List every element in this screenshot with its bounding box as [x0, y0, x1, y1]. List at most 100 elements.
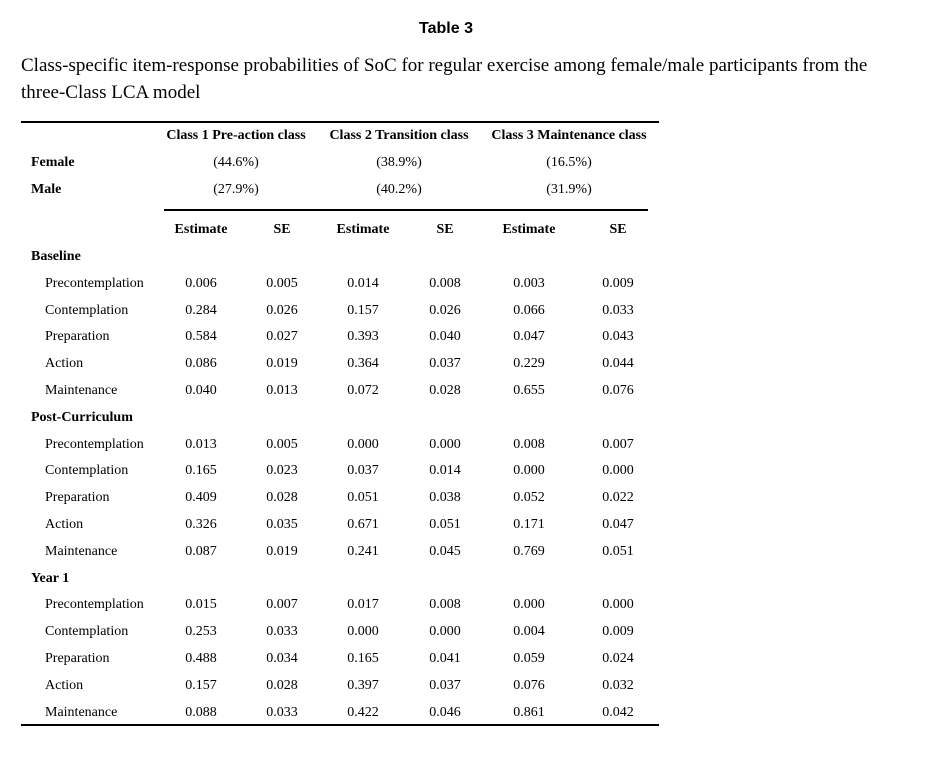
female-share-class-2: (38.9%)	[376, 155, 422, 170]
table-cell: 0.087	[185, 543, 217, 559]
table-cell: 0.364	[347, 356, 379, 372]
row-label: Maintenance	[45, 704, 118, 720]
section-heading: Year 1	[31, 570, 70, 586]
row-label: Action	[45, 517, 84, 532]
female-share-class-1: (44.6%)	[213, 155, 259, 170]
row-label: Preparation	[45, 329, 110, 345]
table-cell: 0.047	[602, 517, 634, 532]
table-cell: 0.019	[266, 543, 298, 559]
section-heading: Baseline	[31, 249, 81, 264]
table-cell: 0.037	[347, 463, 379, 479]
table-cell: 0.165	[185, 463, 217, 479]
table-cell: 0.028	[429, 383, 461, 398]
row-label: Preparation	[45, 651, 110, 666]
table-cell: 0.046	[429, 704, 461, 720]
table-cell: 0.023	[266, 463, 298, 479]
table-cell: 0.022	[602, 490, 634, 506]
estimate-header: Estimate	[336, 222, 390, 237]
table-cell: 0.000	[429, 624, 461, 640]
table-cell: 0.041	[429, 651, 461, 666]
table-cell: 0.008	[429, 597, 461, 613]
table-cell: 0.007	[266, 597, 298, 613]
se-header: SE	[273, 222, 291, 237]
table-cell: 0.013	[266, 383, 298, 398]
male-share-class-3: (31.9%)	[546, 182, 592, 197]
row-label: Maintenance	[45, 543, 118, 559]
table-cell: 0.326	[185, 517, 217, 532]
table-cell: 0.037	[429, 356, 461, 372]
row-label: Contemplation	[45, 302, 129, 318]
table-cell: 0.007	[602, 436, 634, 452]
table-cell: 0.037	[429, 677, 461, 693]
row-label: Precontemplation	[45, 597, 144, 613]
table-cell: 0.045	[429, 543, 461, 559]
table-cell: 0.157	[185, 677, 217, 693]
row-label: Precontemplation	[45, 436, 144, 452]
table-cell: 0.019	[266, 356, 298, 372]
class-header-2: Class 2 Transition class	[329, 128, 469, 143]
table-cell: 0.165	[347, 651, 379, 666]
table-cell: 0.086	[185, 356, 217, 372]
top-rule	[21, 121, 659, 123]
se-header: SE	[436, 222, 454, 237]
table-cell: 0.066	[513, 302, 545, 318]
table-cell: 0.655	[513, 383, 545, 398]
bottom-rule	[21, 724, 659, 726]
estimate-header: Estimate	[174, 222, 228, 237]
header-rule	[164, 209, 648, 211]
table-cell: 0.014	[347, 275, 379, 291]
table-cell: 0.004	[513, 624, 545, 640]
table-cell: 0.051	[347, 490, 379, 506]
table-cell: 0.015	[185, 597, 217, 613]
table-cell: 0.038	[429, 490, 461, 506]
table-cell: 0.013	[185, 436, 217, 452]
table-cell: 0.157	[347, 302, 379, 318]
table-cell: 0.027	[266, 329, 298, 345]
row-label: Action	[45, 356, 84, 372]
table-cell: 0.026	[429, 302, 461, 318]
row-label: Contemplation	[45, 463, 129, 479]
table-cell: 0.671	[347, 517, 379, 532]
table-title: Table 3	[419, 20, 473, 37]
table-cell: 0.284	[185, 302, 217, 318]
table-cell: 0.000	[347, 624, 379, 640]
table-cell: 0.000	[602, 463, 634, 479]
row-label: Precontemplation	[45, 275, 144, 291]
table-cell: 0.059	[513, 651, 545, 666]
table-cell: 0.393	[347, 329, 379, 345]
table-cell: 0.008	[429, 275, 461, 291]
table-cell: 0.422	[347, 704, 379, 720]
class-header-1: Class 1 Pre-action class	[166, 128, 306, 143]
table-cell: 0.033	[266, 624, 298, 640]
row-label: Preparation	[45, 490, 110, 506]
table-cell: 0.044	[602, 356, 634, 372]
male-label: Male	[31, 182, 62, 197]
table-cell: 0.397	[347, 677, 379, 693]
table-cell: 0.076	[602, 383, 634, 398]
se-header: SE	[609, 222, 627, 237]
table-cell: 0.040	[429, 329, 461, 345]
table-cell: 0.017	[347, 597, 379, 613]
male-share-class-2: (40.2%)	[376, 182, 422, 197]
table-cell: 0.488	[185, 651, 217, 666]
table-cell: 0.014	[429, 463, 461, 479]
table-cell: 0.000	[429, 436, 461, 452]
table-cell: 0.076	[513, 677, 545, 693]
table-caption: Class-specific item-response probabiliti…	[21, 55, 868, 103]
table-cell: 0.088	[185, 704, 217, 720]
row-label: Contemplation	[45, 624, 129, 640]
table-cell: 0.028	[266, 677, 298, 693]
table-cell: 0.072	[347, 383, 379, 398]
table-cell: 0.047	[513, 329, 545, 345]
table-cell: 0.032	[602, 677, 634, 693]
table-cell: 0.033	[602, 302, 634, 318]
table-cell: 0.584	[185, 329, 217, 345]
table-cell: 0.008	[513, 436, 545, 452]
table-cell: 0.409	[185, 490, 217, 506]
table-cell: 0.051	[429, 517, 461, 532]
table-cell: 0.861	[513, 704, 545, 720]
female-label: Female	[31, 155, 75, 170]
table-cell: 0.042	[602, 704, 634, 720]
table-cell: 0.229	[513, 356, 545, 372]
table-cell: 0.006	[185, 275, 217, 291]
